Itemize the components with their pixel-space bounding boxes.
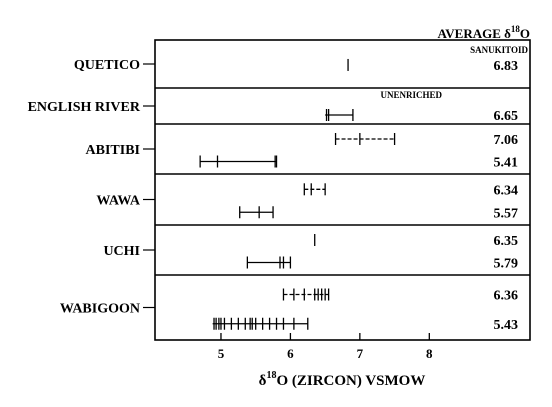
average-label: 6.65 bbox=[494, 109, 519, 124]
panel-abitibi: ABITIBI 7.06 5.41 bbox=[86, 123, 530, 171]
x-axis-label: δ18O (ZIRCON) VSMOW bbox=[259, 370, 426, 389]
x-axis-label-suffix: O (ZIRCON) VSMOW bbox=[276, 373, 425, 389]
x-axis-label-prefix: δ bbox=[259, 373, 267, 389]
chart-panels: QUETICO 6.83 ENGLISH RIVER 6.65 ABITIBI 7.06 5… bbox=[28, 45, 530, 333]
x-tick-label: 6 bbox=[287, 346, 294, 361]
panel-label: UCHI bbox=[103, 244, 140, 259]
annotation-label: SANUKITOID bbox=[470, 45, 528, 55]
panel-label: QUETICO bbox=[74, 58, 140, 73]
series-dashed: 6.34 bbox=[303, 183, 519, 198]
panel-uchi: UCHI 6.35 5.79 bbox=[103, 224, 530, 272]
series-solid: 6.83 bbox=[347, 58, 519, 74]
chart-title-sup: 18 bbox=[511, 24, 521, 34]
chart-title-suffix: O bbox=[520, 26, 530, 41]
average-label: 6.83 bbox=[494, 59, 519, 74]
panel-wawa: WAWA 6.34 5.57 bbox=[96, 173, 530, 221]
x-tick-label: 7 bbox=[357, 346, 364, 361]
average-label: 6.36 bbox=[494, 289, 519, 304]
average-label: 6.34 bbox=[494, 183, 519, 198]
x-axis: 5 6 7 8 bbox=[218, 333, 433, 361]
panel-label: ENGLISH RIVER bbox=[28, 100, 141, 115]
panel-label: WAWA bbox=[96, 194, 140, 209]
series-solid: 5.57 bbox=[239, 206, 519, 221]
panel-label: ABITIBI bbox=[86, 143, 140, 158]
panel-label: WABIGOON bbox=[60, 302, 140, 317]
series-solid: 6.35 bbox=[314, 234, 519, 249]
average-label: 5.43 bbox=[494, 318, 519, 333]
panel-wabigoon: WABIGOON 6.36 5.43 bbox=[60, 274, 530, 333]
average-label: 5.57 bbox=[494, 206, 519, 221]
x-axis-label-sup: 18 bbox=[266, 370, 276, 381]
panel-english-river: ENGLISH RIVER 6.65 bbox=[28, 87, 530, 124]
series-dashed: 7.06 bbox=[334, 133, 519, 148]
chart-title: AVERAGE δ18O bbox=[438, 24, 530, 41]
average-label: 5.41 bbox=[494, 156, 519, 171]
panel-quetico: QUETICO 6.83 bbox=[74, 58, 518, 74]
average-label: 7.06 bbox=[494, 133, 519, 148]
average-label: 6.35 bbox=[494, 234, 519, 249]
average-label: 5.79 bbox=[494, 257, 519, 272]
chart-frame bbox=[154, 39, 531, 341]
series-solid: 5.41 bbox=[199, 155, 519, 171]
annotation-label: UNENRICHED bbox=[380, 90, 442, 100]
plot-border bbox=[154, 39, 531, 341]
series-dashed: 6.36 bbox=[282, 288, 519, 304]
series-solid: 5.43 bbox=[212, 317, 519, 333]
series-solid: 6.65 bbox=[325, 109, 518, 124]
chart-title-prefix: AVERAGE δ bbox=[438, 26, 512, 41]
x-tick-label: 5 bbox=[218, 346, 225, 361]
x-tick-label: 8 bbox=[426, 346, 433, 361]
series-solid: 5.79 bbox=[246, 256, 519, 272]
